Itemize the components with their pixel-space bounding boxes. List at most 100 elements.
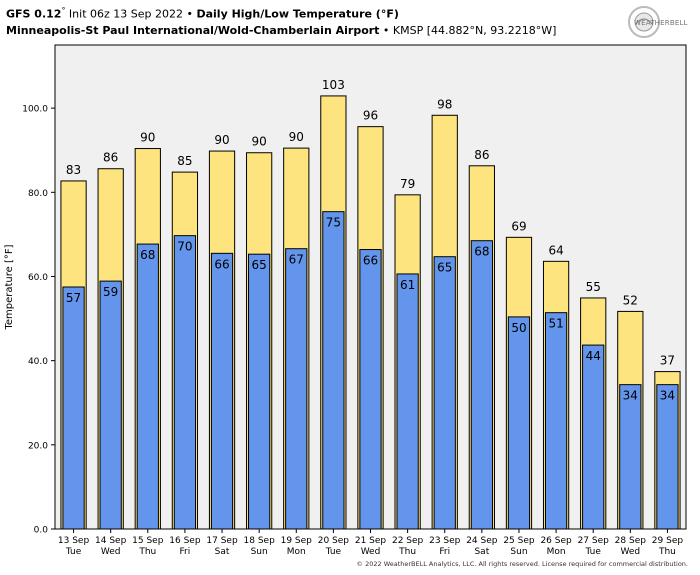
low-bar (99, 280, 122, 530)
x-tick-weekday: Fri (180, 547, 191, 557)
logo-icon (628, 6, 660, 38)
weatherbell-logo: WEATHERBELL (622, 4, 687, 40)
low-value-label: 75 (326, 216, 341, 230)
x-tick-weekday: Mon (547, 547, 566, 557)
low-bar (173, 235, 197, 530)
header-bullet: • (183, 7, 197, 21)
low-value-label: 61 (400, 278, 415, 292)
model-name: GFS 0.12 (6, 7, 62, 21)
low-bar (136, 243, 159, 530)
low-value-label: 65 (437, 261, 452, 275)
high-value-label: 86 (474, 148, 489, 162)
high-value-label: 96 (363, 109, 378, 123)
x-tick-weekday: Sat (215, 547, 230, 557)
low-bar (322, 211, 345, 530)
x-tick-weekday: Mon (287, 547, 306, 557)
y-tick-label: 40.0 (28, 357, 48, 367)
init-time: Init 06z 13 Sep 2022 (65, 7, 183, 21)
y-tick-label: 80.0 (28, 189, 48, 199)
x-tick-weekday: Thu (138, 547, 156, 557)
x-tick-date: 13 Sep (58, 536, 90, 546)
low-value-label: 51 (548, 317, 563, 331)
high-value-label: 64 (548, 243, 563, 257)
x-tick-weekday: Wed (621, 547, 641, 557)
low-value-label: 68 (140, 248, 155, 262)
low-bar (544, 312, 568, 530)
x-tick-date: 29 Sep (652, 536, 684, 546)
x-tick-weekday: Sat (474, 547, 489, 557)
low-value-label: 50 (511, 321, 526, 335)
y-axis: 0.0 20.0 40.0 60.0 80.0 100.0 (22, 105, 55, 536)
high-value-label: 83 (66, 163, 81, 177)
x-tick-date: 23 Sep (429, 536, 461, 546)
x-tick-date: 24 Sep (466, 536, 498, 546)
low-bar (359, 249, 382, 530)
low-value-label: 34 (623, 389, 638, 403)
low-bar (433, 256, 456, 530)
high-value-label: 52 (623, 293, 638, 307)
bar-group: 83 57 86 59 90 68 85 70 90 66 90 65 90 67 103 75 96 66 79 6… (60, 78, 681, 530)
x-tick-date: 21 Sep (355, 536, 387, 546)
high-value-label: 90 (140, 131, 155, 145)
x-tick-date: 16 Sep (169, 536, 201, 546)
y-tick-label: 20.0 (28, 441, 48, 451)
x-tick-weekday: Tue (585, 547, 602, 557)
high-value-label: 85 (177, 154, 192, 168)
low-value-label: 57 (66, 291, 81, 305)
high-value-label: 90 (214, 133, 229, 147)
high-value-label: 79 (400, 177, 415, 191)
x-tick-weekday: Thu (398, 547, 416, 557)
low-value-label: 34 (660, 389, 675, 403)
x-tick-date: 27 Sep (578, 536, 610, 546)
logo-text: WEATHERBELL (634, 19, 688, 27)
high-value-label: 69 (511, 219, 526, 233)
x-tick-date: 15 Sep (132, 536, 164, 546)
x-tick-weekday: Fri (439, 547, 450, 557)
low-bar (619, 384, 642, 530)
y-tick-label: 60.0 (28, 273, 48, 283)
x-tick-weekday: Wed (101, 547, 121, 557)
low-bar (470, 240, 493, 530)
y-tick-label: 0.0 (34, 526, 49, 536)
x-tick-date: 22 Sep (392, 536, 424, 546)
x-tick-date: 19 Sep (281, 536, 313, 546)
header-line-1: GFS 0.12° Init 06z 13 Sep 2022 • Daily H… (6, 3, 556, 23)
low-value-label: 66 (214, 257, 229, 271)
station-info: • KMSP [44.882°N, 93.2218°W] (379, 23, 557, 37)
x-tick-date: 17 Sep (206, 536, 238, 546)
low-bar (285, 248, 308, 530)
x-tick-date: 25 Sep (503, 536, 535, 546)
x-tick-weekday: Thu (658, 547, 676, 557)
low-value-label: 68 (474, 245, 489, 259)
low-value-label: 44 (586, 349, 601, 363)
high-value-label: 37 (660, 354, 675, 368)
low-bar (396, 273, 419, 530)
low-value-label: 59 (103, 285, 118, 299)
x-tick-weekday: Tue (65, 547, 82, 557)
high-value-label: 98 (437, 97, 452, 111)
x-tick-date: 20 Sep (318, 536, 350, 546)
low-bar (248, 253, 271, 530)
header-line-2: Minneapolis-St Paul International/Wold-C… (6, 23, 556, 39)
y-tick-label: 100.0 (22, 105, 48, 115)
low-bar (582, 344, 605, 530)
low-bar (656, 384, 679, 530)
low-bar (210, 252, 234, 530)
x-tick-weekday: Sun (251, 547, 268, 557)
low-value-label: 65 (252, 258, 267, 272)
low-value-label: 66 (363, 254, 378, 268)
low-bar (507, 316, 531, 530)
x-tick-date: 18 Sep (244, 536, 276, 546)
x-tick-date: 28 Sep (615, 536, 647, 546)
x-tick-date: 14 Sep (95, 536, 127, 546)
x-tick-weekday: Wed (361, 547, 381, 557)
x-tick-date: 26 Sep (540, 536, 572, 546)
station-name: Minneapolis-St Paul International/Wold-C… (6, 23, 380, 37)
high-value-label: 90 (289, 130, 304, 144)
plot-frame (54, 44, 687, 530)
x-tick-weekday: Tue (325, 547, 342, 557)
high-value-label: 86 (103, 151, 118, 165)
high-value-label: 103 (322, 78, 345, 92)
